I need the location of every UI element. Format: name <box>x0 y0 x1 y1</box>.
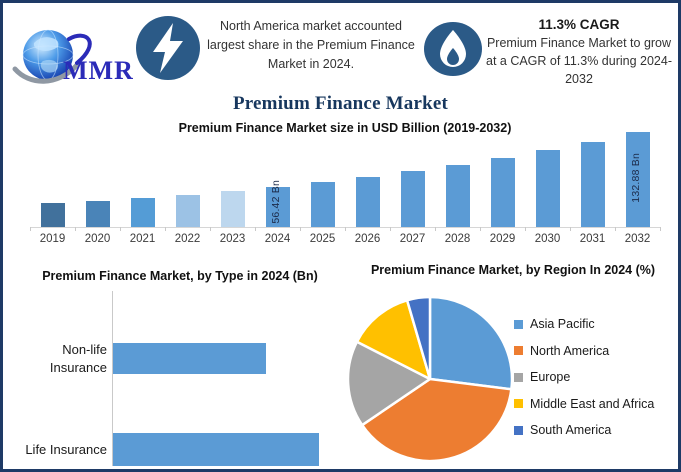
bar-2024 <box>265 186 290 227</box>
axis-tick <box>435 227 436 231</box>
hbar-label: Life Insurance <box>25 441 107 457</box>
x-tick-label: 2023 <box>219 233 246 245</box>
legend-label: South America <box>530 423 612 437</box>
axis-tick <box>615 227 616 231</box>
hbar-life-insurance <box>113 433 319 466</box>
legend-swatch <box>514 346 523 355</box>
mmr-logo: MMR <box>12 29 133 85</box>
x-tick-label: 2020 <box>84 233 111 245</box>
header-note: North America market accounted largest s… <box>207 19 415 71</box>
axis-tick <box>345 227 346 231</box>
x-tick-label: 2022 <box>174 233 201 245</box>
pie-slice-south-america <box>405 295 432 381</box>
axis-tick <box>120 227 121 231</box>
type-chart-plot: Non-life Insurance Life Insurance <box>15 291 345 466</box>
x-tick-label: 2024 <box>264 233 291 245</box>
axis-tick <box>210 227 211 231</box>
x-tick-label: 2029 <box>489 233 516 245</box>
pie-slice-north-america <box>360 377 513 463</box>
x-tick-label: 2025 <box>309 233 336 245</box>
axis-tick <box>570 227 571 231</box>
x-tick-label: 2031 <box>579 233 606 245</box>
bar-chart-plot: 2019 2020 2021 2022 2023 2024 56.42 Bn 2025 2026… <box>30 119 661 245</box>
legend-swatch <box>514 372 523 382</box>
region-legend: Asia Pacific North America Europe Middle Ea… <box>514 317 654 450</box>
axis-tick <box>75 227 76 231</box>
axis-tick <box>165 227 166 231</box>
x-tick-label: 2019 <box>39 233 66 245</box>
legend-swatch <box>514 399 523 408</box>
bar-2022 <box>175 194 200 227</box>
legend-swatch <box>514 425 523 435</box>
bar-2027 <box>400 171 425 227</box>
by-region-pie-chart: Premium Finance Market, by Region In 202… <box>346 259 678 469</box>
pie-slice-europe <box>346 340 432 427</box>
cagr-heading: 11.3% CAGR <box>538 17 620 32</box>
legend-item-asia-pacific: Asia Pacific <box>514 317 654 331</box>
type-chart-axis <box>112 291 113 466</box>
lightning-badge <box>136 16 200 80</box>
pie-slice-asia-pacific <box>428 295 514 391</box>
logo-swoosh <box>12 62 80 84</box>
axis-tick <box>660 227 661 231</box>
bar-chart-title: Premium Finance Market size in USD Billi… <box>178 121 512 135</box>
legend-swatch <box>514 319 523 329</box>
axis-tick <box>525 227 526 231</box>
globe-icon <box>22 29 74 81</box>
bar-2019 <box>40 203 65 227</box>
by-type-bar-chart: Premium Finance Market, by Type in 2024 … <box>15 263 345 469</box>
cagr-block: 11.3% CAGR Premium Finance Market to gro… <box>481 15 677 88</box>
legend-label: Europe <box>530 370 571 384</box>
axis-tick <box>255 227 256 231</box>
legend-item-south-america: South America <box>514 423 654 437</box>
axis-tick <box>300 227 301 231</box>
bar-2030 <box>535 150 560 227</box>
region-chart-title: Premium Finance Market, by Region In 202… <box>370 263 656 277</box>
axis-tick <box>480 227 481 231</box>
region-pie <box>346 295 514 463</box>
x-tick-label: 2030 <box>534 233 561 245</box>
legend-label: North America <box>530 343 610 358</box>
legend-item-middle-east-and-africa: Middle East and Africa <box>514 397 654 411</box>
bar-value-label: 56.42 Bn <box>269 180 282 224</box>
legend-label: Asia Pacific <box>530 317 595 331</box>
x-tick-label: 2021 <box>129 233 156 245</box>
bar-2029 <box>490 158 515 227</box>
axis-tick <box>30 227 31 231</box>
legend-item-europe: Europe <box>514 370 654 384</box>
bar-2028 <box>445 165 470 227</box>
bar-2023 <box>220 190 245 227</box>
axis-tick <box>390 227 391 231</box>
bar-2020 <box>85 200 110 227</box>
hbar-non-life-insurance <box>113 343 266 374</box>
bar-2031 <box>580 141 605 227</box>
bar-2021 <box>130 197 155 227</box>
x-tick-label: 2028 <box>444 233 471 245</box>
bar-value-label: 132.88 Bn <box>629 152 642 203</box>
x-tick-label: 2027 <box>399 233 426 245</box>
legend-item-north-america: North America <box>514 344 654 358</box>
hbar-label: Non-life Insurance <box>49 341 107 375</box>
x-tick-label: 2026 <box>354 233 381 245</box>
logo-swoosh-blue <box>67 33 92 65</box>
bar-2025 <box>310 182 335 227</box>
x-tick-label: 2032 <box>624 233 651 245</box>
legend-label: Middle East and Africa <box>530 396 655 411</box>
lightning-icon <box>153 23 183 73</box>
market-size-bar-chart: Premium Finance Market size in USD Billi… <box>30 119 661 249</box>
flame-badge <box>424 22 482 76</box>
cagr-note: Premium Finance Market to grow at a CAGR… <box>486 36 672 86</box>
page-title: Premium Finance Market <box>232 93 449 114</box>
bar-2032 <box>625 132 650 227</box>
type-chart-title: Premium Finance Market, by Type in 2024 … <box>42 269 318 283</box>
bar-2026 <box>355 177 380 227</box>
logo-text: MMR <box>63 56 133 85</box>
